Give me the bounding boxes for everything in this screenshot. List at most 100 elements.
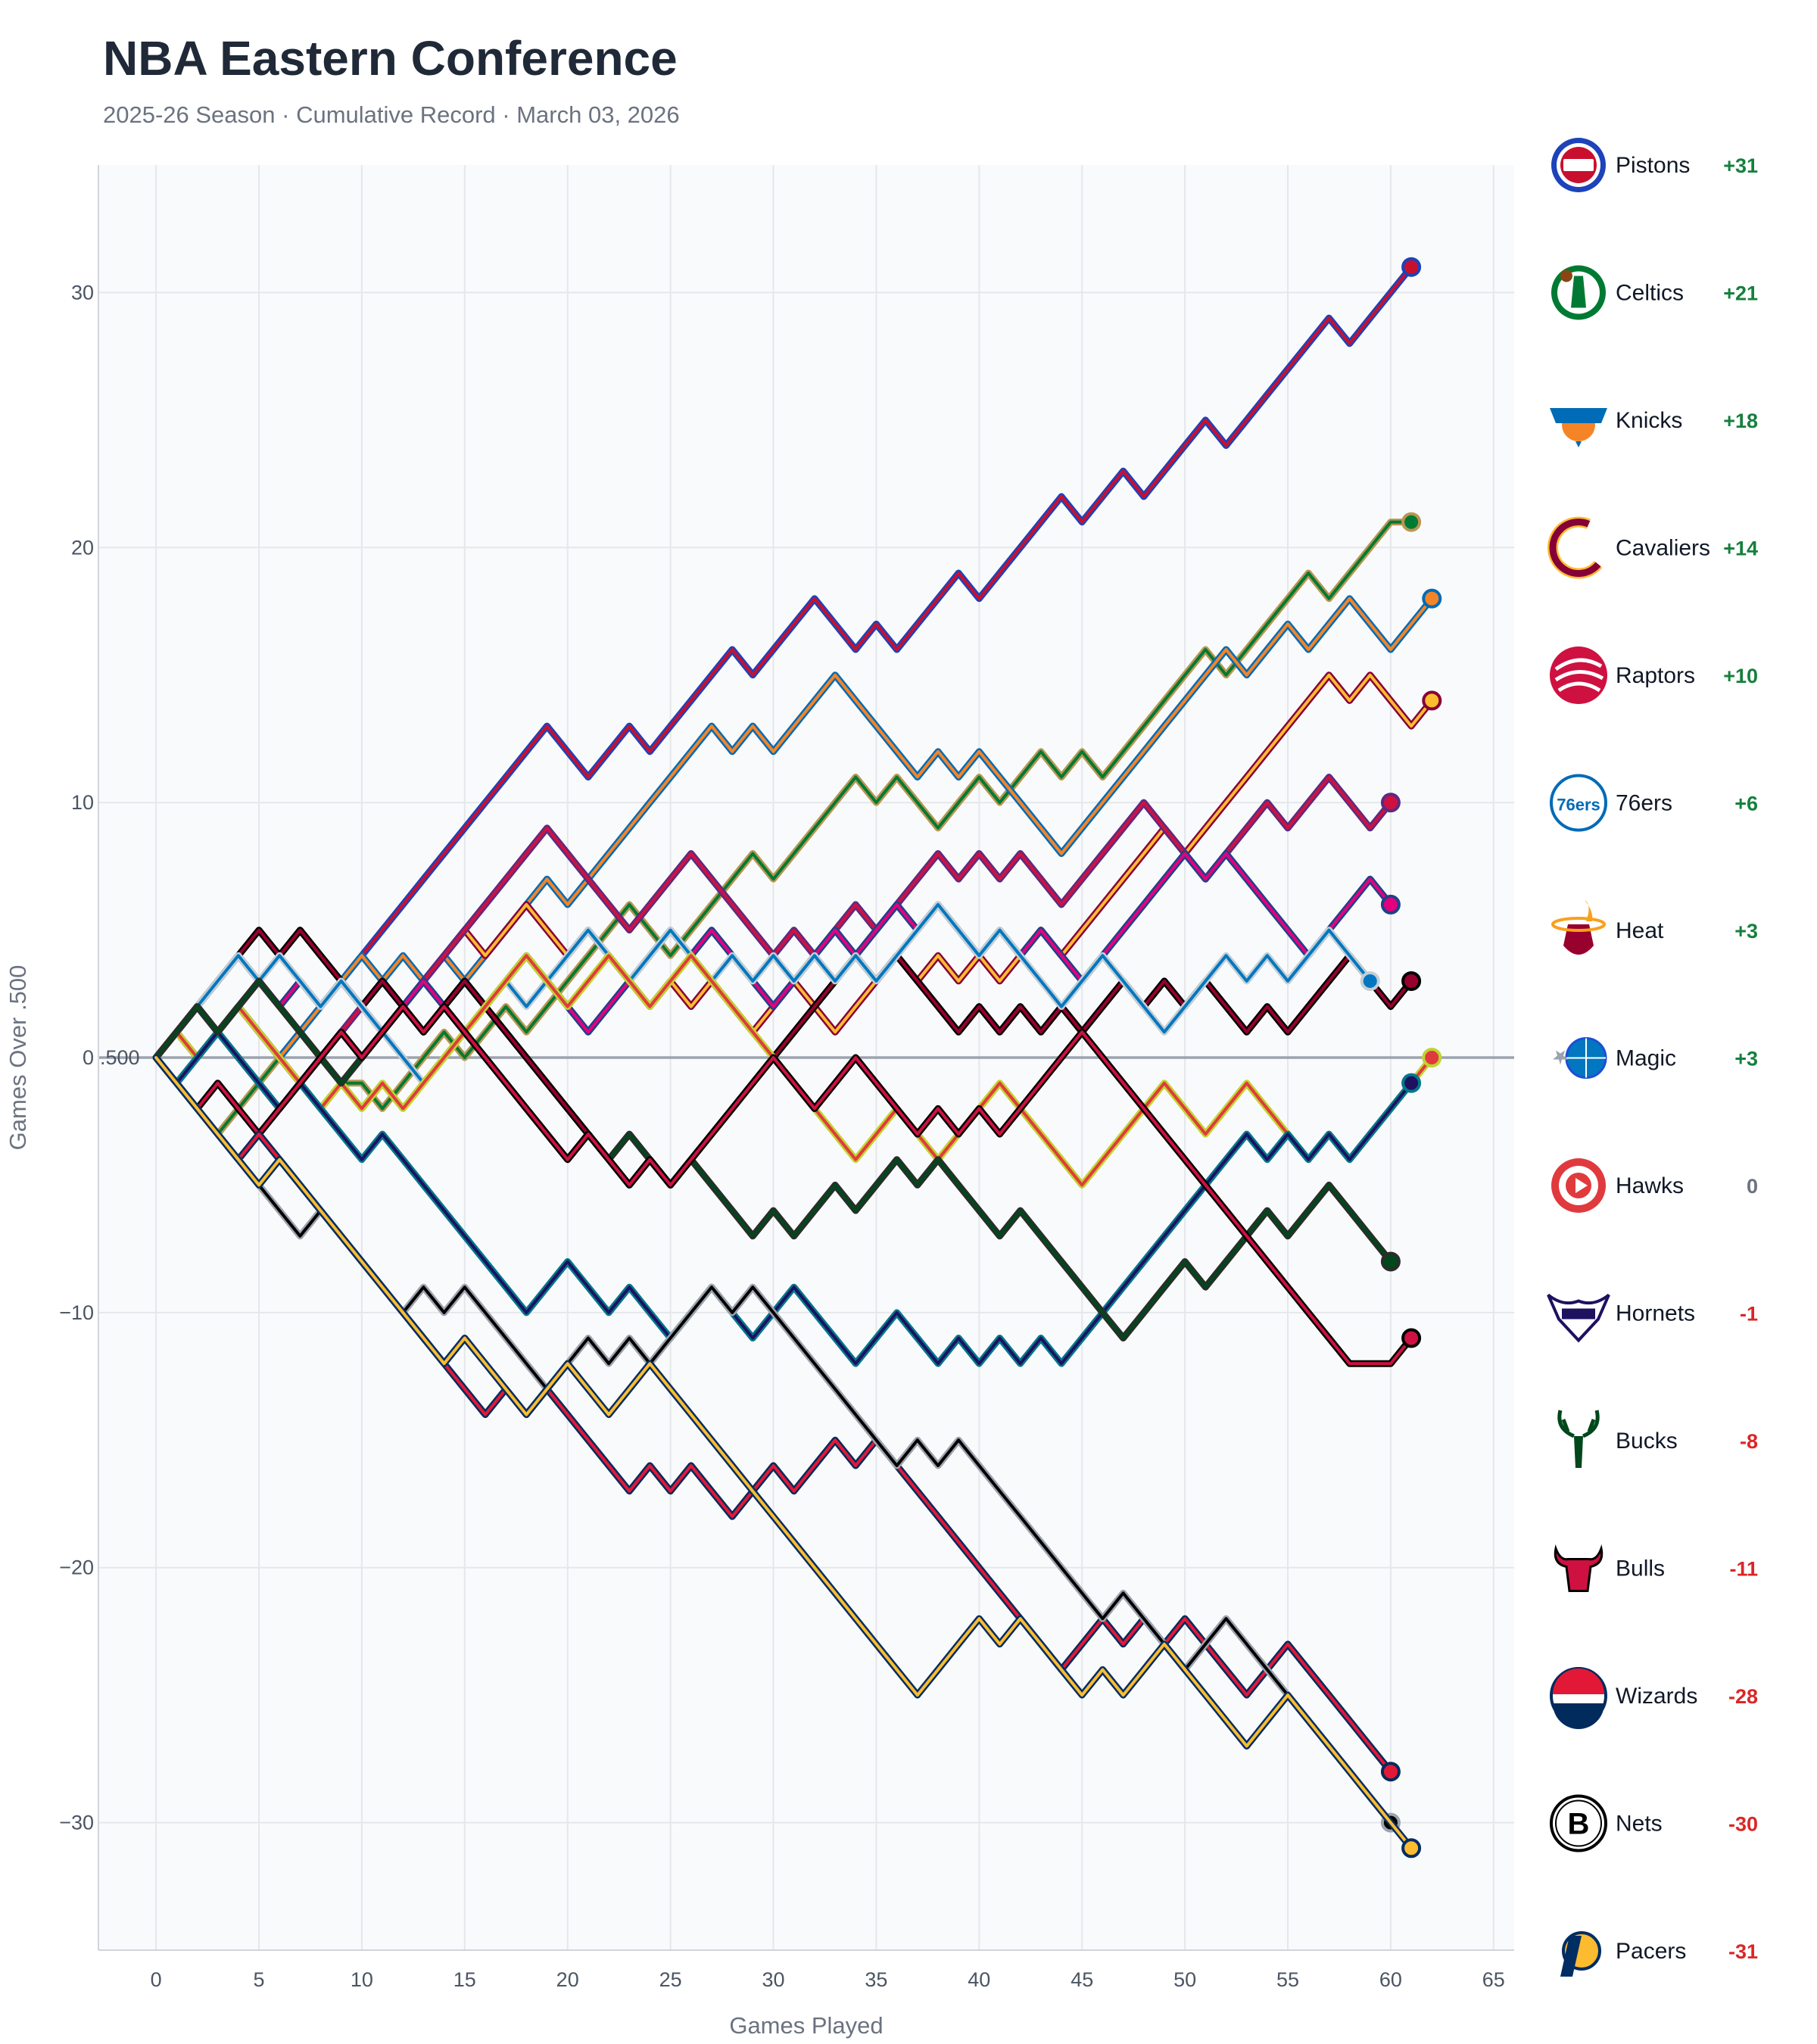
- x-tick-label: 10: [351, 1968, 373, 1991]
- legend-label: Bucks: [1616, 1429, 1678, 1454]
- x-tick-label: 35: [865, 1968, 887, 1991]
- legend-value: +3: [1734, 920, 1758, 943]
- legend-value: +14: [1723, 537, 1758, 560]
- wizards-logo: [1550, 1667, 1607, 1729]
- celtics-logo: [1551, 265, 1606, 320]
- bucks-logo: [1557, 1410, 1600, 1468]
- end-marker-bucks: [1380, 1251, 1401, 1272]
- legend-item-bulls: Bulls -11: [1554, 1544, 1758, 1592]
- end-marker-pistons: [1401, 257, 1422, 277]
- end-marker-bulls: [1401, 1328, 1422, 1348]
- series-line-bulls: [154, 1005, 1413, 1366]
- y-tick-label: −30: [59, 1812, 94, 1834]
- end-marker-magic: [1360, 971, 1380, 991]
- legend-label: Celtics: [1616, 281, 1684, 306]
- legend-value: +6: [1734, 793, 1758, 815]
- legend-item-wizards: Wizards -28: [1550, 1667, 1758, 1729]
- end-marker-wizards: [1380, 1762, 1401, 1782]
- end-marker-pacers: [1401, 1838, 1422, 1859]
- end-marker-heat: [1401, 971, 1422, 991]
- pistons-logo: [1551, 138, 1606, 192]
- hornets-logo: [1547, 1293, 1610, 1343]
- y-tick-label: 20: [71, 536, 94, 559]
- end-marker-hornets: [1401, 1073, 1422, 1093]
- hawks-logo: [1551, 1158, 1606, 1213]
- y-tick-label: −10: [59, 1301, 94, 1324]
- 76ers-logo: 76ers: [1550, 774, 1607, 832]
- knicks-logo: [1550, 408, 1607, 447]
- y-tick-label: 10: [71, 791, 94, 814]
- x-tick-label: 20: [556, 1968, 579, 1991]
- legend-item-hawks: Hawks 0: [1551, 1158, 1758, 1213]
- legend-value: +18: [1723, 410, 1758, 432]
- legend-item-bucks: Bucks -8: [1557, 1410, 1758, 1468]
- x-tick-label: 25: [659, 1968, 682, 1991]
- end-marker-raptors: [1380, 793, 1401, 813]
- legend-label: Pistons: [1616, 153, 1690, 178]
- legend-label: Magic: [1616, 1046, 1676, 1071]
- x-tick-label: 55: [1276, 1968, 1299, 1991]
- end-marker-celtics: [1401, 512, 1422, 532]
- series-line-magic: [154, 902, 1372, 1085]
- legend-item-76ers: 76ers 76ers +6: [1550, 774, 1758, 832]
- x-tick-label: 65: [1482, 1968, 1505, 1991]
- series-knicks: [152, 588, 1442, 1061]
- pacers-logo: [1560, 1931, 1601, 1977]
- legend: Pistons +31 Celtics +21 Knicks +18 Cavaliers +1…: [1547, 138, 1758, 1977]
- x-tick-label: 5: [253, 1968, 264, 1991]
- series-line-knicks: [154, 597, 1434, 1059]
- x-tick-label: 40: [968, 1968, 990, 1991]
- legend-label: Bulls: [1616, 1556, 1665, 1581]
- legend-label: Raptors: [1616, 663, 1695, 688]
- x-tick-label: 0: [151, 1968, 162, 1991]
- legend-label: Knicks: [1616, 408, 1682, 433]
- end-marker-76ers: [1380, 894, 1401, 915]
- bulls-logo: [1554, 1544, 1604, 1592]
- legend-label: Cavaliers: [1616, 536, 1710, 561]
- legend-item-heat: Heat +3: [1551, 900, 1758, 955]
- legend-label: Heat: [1616, 918, 1664, 943]
- magic-logo: [1553, 1037, 1607, 1079]
- svg-text:B: B: [1568, 1808, 1590, 1841]
- legend-value: -28: [1728, 1685, 1758, 1708]
- series-line-celtics: [154, 520, 1413, 1136]
- legend-label: Pacers: [1616, 1939, 1686, 1964]
- legend-value: -1: [1740, 1303, 1758, 1326]
- legend-item-pacers: Pacers -31: [1560, 1931, 1758, 1977]
- series-hornets: [152, 1028, 1422, 1367]
- legend-value: +3: [1734, 1048, 1758, 1070]
- baseline-label: .500: [100, 1046, 140, 1069]
- end-marker-hawks: [1422, 1048, 1442, 1067]
- y-tick-label: −20: [59, 1556, 94, 1579]
- chart-subtitle: 2025-26 Season · Cumulative Record · Mar…: [103, 101, 680, 128]
- legend-value: -30: [1728, 1813, 1758, 1836]
- legend-item-celtics: Celtics +21: [1551, 265, 1758, 320]
- series-celtics: [152, 512, 1422, 1138]
- legend-item-knicks: Knicks +18: [1550, 408, 1758, 447]
- axes: 0 5 10 15 20 25 30 35 40 45 50 55 60 65 −30 −20 −10 0 10 20…: [5, 165, 1514, 2039]
- cavaliers-logo: [1547, 516, 1610, 579]
- series-line-pistons: [154, 265, 1413, 1085]
- series-pacers: [152, 1054, 1422, 1859]
- legend-value: -8: [1740, 1430, 1758, 1453]
- heat-logo: [1551, 900, 1606, 955]
- end-marker-knicks: [1422, 588, 1442, 609]
- y-axis-title: Games Over .500: [5, 965, 31, 1151]
- series-pistons: [152, 257, 1422, 1087]
- legend-value: +21: [1723, 282, 1758, 305]
- legend-value: +10: [1723, 665, 1758, 687]
- legend-value: 0: [1747, 1175, 1758, 1198]
- legend-value: -31: [1728, 1940, 1758, 1963]
- legend-value: -11: [1729, 1558, 1758, 1581]
- legend-item-magic: Magic +3: [1553, 1037, 1758, 1079]
- x-tick-label: 45: [1071, 1968, 1093, 1991]
- legend-item-nets: B Nets -30: [1550, 1794, 1758, 1852]
- series-layer: [152, 257, 1442, 1859]
- legend-item-raptors: Raptors +10: [1550, 647, 1758, 704]
- legend-item-hornets: Hornets -1: [1547, 1293, 1758, 1343]
- chart-title: NBA Eastern Conference: [103, 31, 678, 86]
- series-line-pacers: [154, 1056, 1413, 1850]
- end-marker-cavaliers: [1422, 690, 1442, 711]
- series-bulls: [152, 1003, 1422, 1367]
